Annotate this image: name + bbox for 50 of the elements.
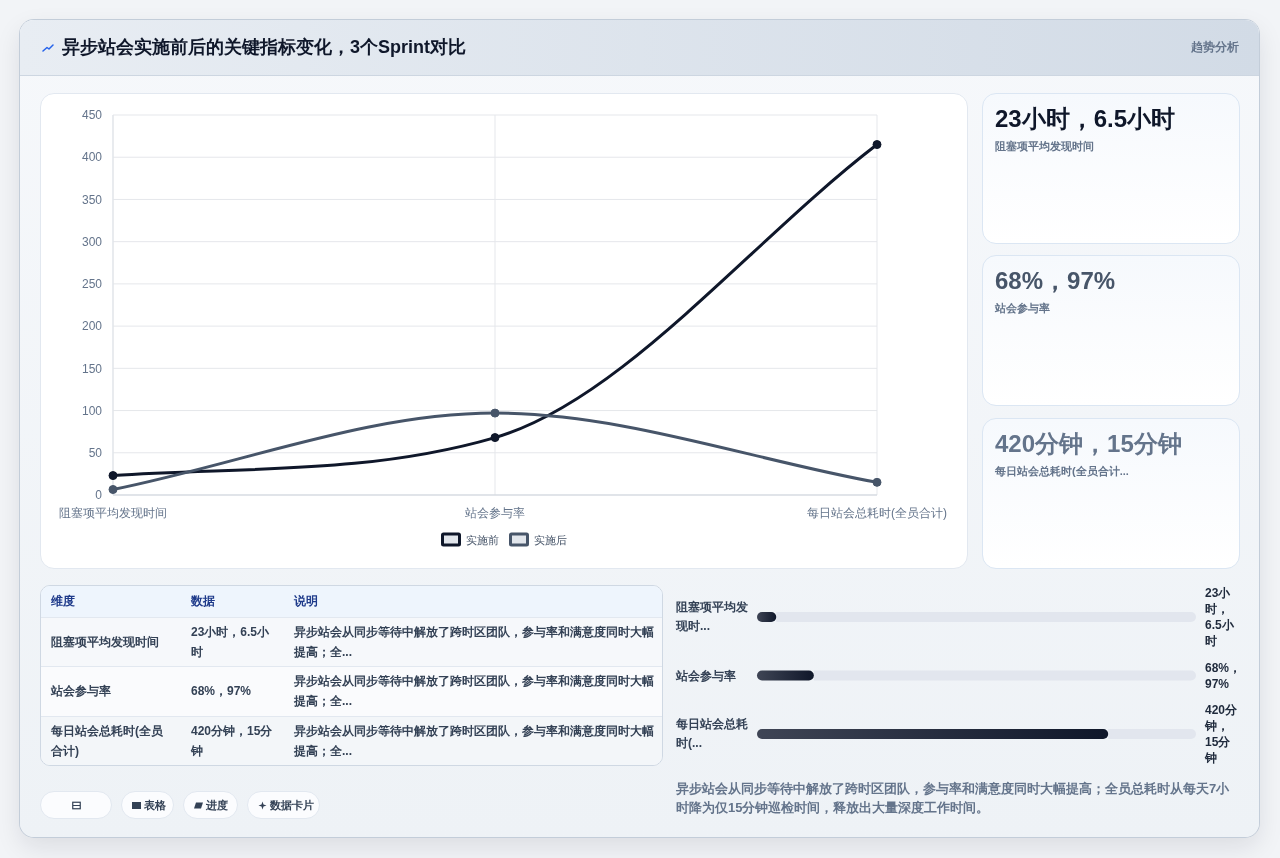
y-tick-label: 300 xyxy=(81,234,103,249)
y-tick-label: 阻塞项平均发现时... xyxy=(676,599,749,635)
text: 阻塞项平均发现时间 xyxy=(995,139,1094,154)
point xyxy=(490,433,500,443)
y-tick-label: 400 xyxy=(81,150,103,165)
text: 趋势分析 xyxy=(1191,39,1239,56)
text: 进度 xyxy=(206,798,228,813)
y-tick-label: 100 xyxy=(81,403,103,418)
point xyxy=(108,471,118,481)
point xyxy=(872,477,882,487)
text: 68%，97% xyxy=(995,266,1116,296)
data-label: 420分钟，15分钟 xyxy=(1205,702,1239,766)
y-tick-label: 50 xyxy=(88,445,103,460)
text: 异步站会从同步等待中解放了跨时区团队，参与率和满意度同时大幅提高；全... xyxy=(294,624,654,659)
text: 异步站会从同步等待中解放了跨时区团队，参与率和满意度同时大幅提高；全... xyxy=(294,724,654,758)
y-tick-label: 450 xyxy=(81,108,103,123)
text: 23小时，6.5小时 xyxy=(995,104,1176,134)
category-label: 每日站会总耗时(全员合计) xyxy=(51,724,163,758)
x-tick-label: 阻塞项平均发现时间 xyxy=(59,506,167,521)
x-tick-label: 每日站会总耗时(全员合计) xyxy=(807,506,947,521)
text: 表格 xyxy=(144,798,166,813)
text: 23小时，6.5小时 xyxy=(191,624,270,659)
y-tick-label: 250 xyxy=(81,277,103,292)
y-tick-label: 150 xyxy=(81,361,103,376)
text: 站会参与率 xyxy=(995,301,1050,316)
point xyxy=(872,140,882,150)
category-label: 维度 xyxy=(41,586,181,617)
data-label: 23小时，6.5小时 xyxy=(1205,585,1235,649)
y-tick-label: 350 xyxy=(81,192,103,207)
category-label: 说明 xyxy=(284,586,662,617)
legend-label: 实施前 xyxy=(466,533,499,546)
category-label: 阻塞项平均发现时间 xyxy=(51,634,159,649)
text: 异步站会从同步等待中解放了跨时区团队，参与率和满意度同时大幅提高；全... xyxy=(294,674,654,708)
data-label: 68%，97% xyxy=(1205,659,1242,692)
y-tick-label: 200 xyxy=(81,319,103,334)
text: 异步站会实施前后的关键指标变化，3个Sprint对比 xyxy=(62,36,467,59)
text: 异步站会从同步等待中解放了跨时区团队，参与率和满意度同时大幅提高；全员总耗时从每天7小时降为仅15分钟巡检时间，释放出大量深度工作时间。 xyxy=(676,780,1231,817)
text: 每日站会总耗时(全员合计... xyxy=(995,464,1129,479)
y-tick-label: 0 xyxy=(95,488,103,503)
text: 数据卡片 xyxy=(270,798,314,813)
text: 420分钟，15分钟 xyxy=(191,724,273,758)
text: 68%，97% xyxy=(191,684,252,698)
legend-label: 实施后 xyxy=(534,533,567,546)
text: 420分钟，15分钟 xyxy=(995,429,1182,459)
x-tick-label: 站会参与率 xyxy=(465,506,525,521)
point xyxy=(108,485,118,495)
y-tick-label: 站会参与率 xyxy=(676,667,737,684)
category-label: 数据 xyxy=(181,586,284,617)
point xyxy=(490,408,500,418)
y-tick-label: 每日站会总耗时(... xyxy=(676,716,749,752)
